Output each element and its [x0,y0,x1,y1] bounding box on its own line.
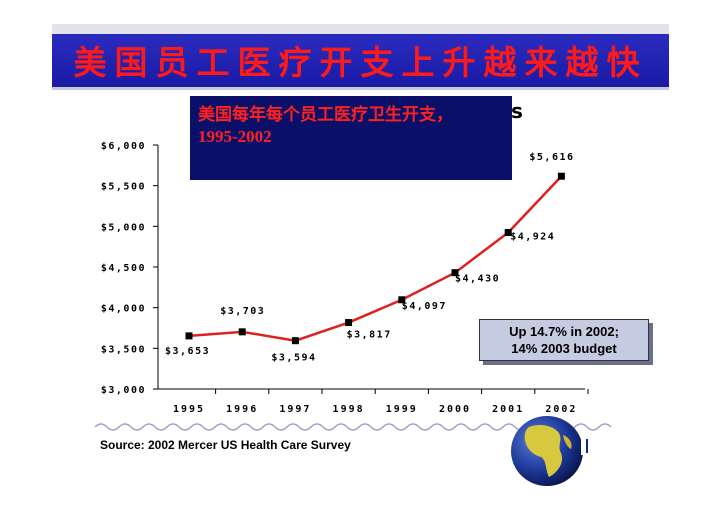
data-point [345,319,353,327]
data-point [451,269,459,277]
y-tick-label: $4,000 [101,304,146,315]
growth-callout: Up 14.7% in 2002; 14% 2003 budget [479,319,649,361]
data-label: $3,594 [271,353,316,364]
x-tick-label: 1999 [386,404,418,415]
source-note: Source: 2002 Mercer US Health Care Surve… [100,438,351,452]
overlay-title-line-2: 1995-2002 [198,127,272,146]
title-banner: 美国员工医疗开支上升越来越快 [52,24,669,87]
data-label: $3,817 [347,330,392,341]
x-tick-label: 2000 [439,404,471,415]
data-label: $4,924 [510,232,555,243]
x-tick-label: 1997 [279,404,311,415]
overlay-title: 美国每年每个员工医疗卫生开支， 1995-2002 [198,104,498,148]
callout-line-2: 14% 2003 budget [511,341,617,356]
y-tick-label: $3,500 [101,344,146,355]
overlay-title-line-1: 美国每年每个员工医疗卫生开支， [198,105,453,124]
data-label: $4,430 [455,274,500,285]
hidden-title-fragment: s [511,99,523,123]
data-point [238,328,246,336]
x-tick-label: 1996 [226,404,258,415]
data-point [398,296,406,304]
data-label: $4,097 [402,301,447,312]
x-tick-label: 2001 [492,404,524,415]
overlay-box [190,96,512,180]
y-tick-label: $4,500 [101,263,146,274]
data-point [504,229,512,237]
y-tick-label: $5,000 [101,222,146,233]
callout-line-1: Up 14.7% in 2002; [509,324,619,339]
data-label: $5,616 [529,152,574,163]
data-point [291,337,299,345]
globe-logo [511,416,591,486]
data-point [185,332,193,340]
y-tick-label: $5,500 [101,182,146,193]
y-tick-label: $6,000 [101,141,146,152]
data-point [557,172,565,180]
banner-title: 美国员工医疗开支上升越来越快 [73,43,648,82]
banner-shadow [52,87,669,90]
x-tick-label: 1995 [173,404,205,415]
series-line [188,175,563,342]
x-tick-label: 1998 [333,404,365,415]
y-tick-label: $3,000 [101,385,146,396]
data-label: $3,703 [220,306,265,317]
data-label: $3,653 [165,346,210,357]
x-tick-label: 2002 [545,404,577,415]
